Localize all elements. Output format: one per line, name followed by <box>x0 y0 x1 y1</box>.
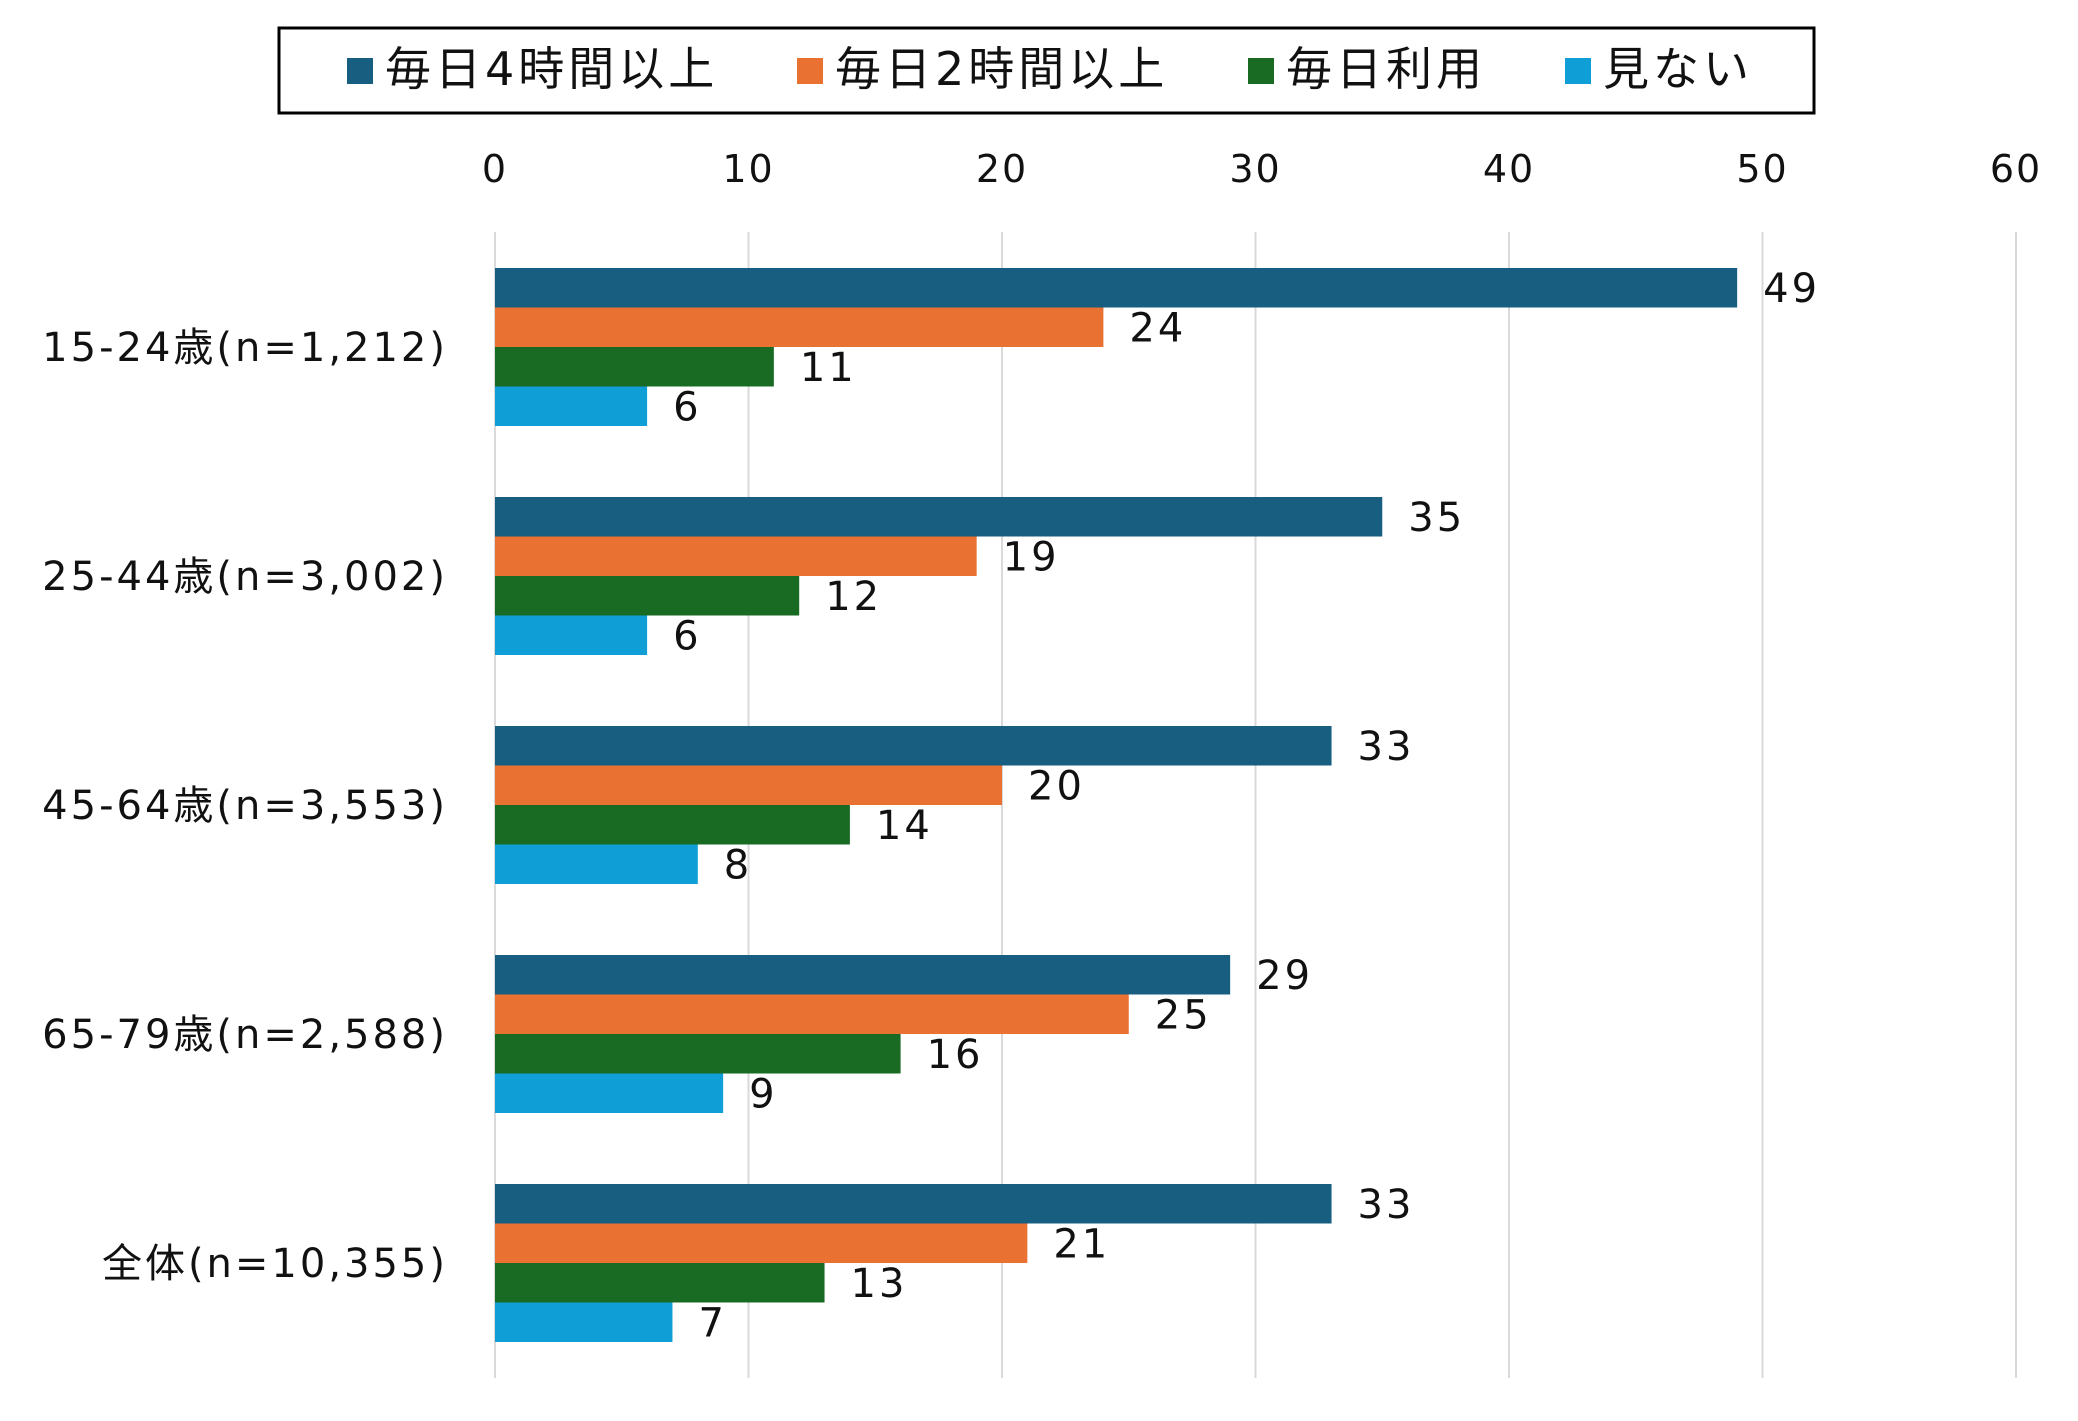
legend-swatch-series-4 <box>1565 58 1591 84</box>
x-axis-ticks: 0 10 20 30 40 50 60 <box>482 147 2042 191</box>
bar-1-series-3 <box>495 347 774 387</box>
bar-4-series-1 <box>495 955 1231 995</box>
tick-label-40: 40 <box>1483 147 1535 191</box>
bar-2-series-1 <box>495 497 1383 537</box>
bar-3-series-4 <box>495 844 698 884</box>
tick-label-50: 50 <box>1736 147 1788 191</box>
category-labels: 15-24歳(n=1,212) 25-44歳(n=3,002) 45-64歳(n=3… <box>42 325 448 1287</box>
bar-5-series-1 <box>495 1184 1332 1224</box>
legend-swatch-series-2 <box>797 58 823 84</box>
legend-swatch-series-3 <box>1248 58 1274 84</box>
value-label-2-series-1: 35 <box>1408 495 1465 541</box>
legend-label-series-2: 毎日2時間以上 <box>835 42 1168 96</box>
tick-label-10: 10 <box>722 147 774 191</box>
category-label-4: 65-79歳(n=2,588) <box>42 1012 448 1058</box>
bar-2-series-2 <box>495 536 977 576</box>
bar-5-series-2 <box>495 1223 1028 1263</box>
bar-1-series-4 <box>495 386 648 426</box>
value-label-3-series-1: 33 <box>1358 724 1415 770</box>
category-label-5: 全体(n=10,355) <box>102 1241 448 1287</box>
category-label-2: 25-44歳(n=3,002) <box>42 554 448 600</box>
tick-label-0: 0 <box>482 147 508 191</box>
legend-label-series-4: 見ない <box>1603 42 1753 96</box>
value-label-2-series-4: 6 <box>673 613 701 659</box>
tick-label-60: 60 <box>1990 147 2042 191</box>
bar-4-series-4 <box>495 1073 724 1113</box>
legend-label-series-1: 毎日4時間以上 <box>385 42 718 96</box>
value-label-4-series-3: 16 <box>927 1032 984 1078</box>
value-label-5-series-3: 13 <box>851 1261 908 1307</box>
value-label-1-series-2: 24 <box>1129 305 1186 351</box>
category-label-3: 45-64歳(n=3,553) <box>42 783 448 829</box>
value-label-4-series-4: 9 <box>749 1071 777 1117</box>
bar-4-series-2 <box>495 994 1129 1034</box>
bar-3-series-2 <box>495 765 1002 805</box>
value-label-3-series-2: 20 <box>1028 763 1085 809</box>
data-labels: 49 24 11 6 35 19 12 6 33 20 14 8 29 25 16 9 33 21 13 7 <box>673 266 1820 1347</box>
bar-3-series-3 <box>495 805 850 845</box>
bar-4-series-3 <box>495 1034 901 1074</box>
value-label-3-series-4: 8 <box>724 842 752 888</box>
value-label-5-series-4: 7 <box>698 1300 726 1346</box>
tick-label-30: 30 <box>1229 147 1281 191</box>
legend-swatch-series-1 <box>347 58 373 84</box>
value-label-1-series-4: 6 <box>673 384 701 430</box>
value-label-2-series-2: 19 <box>1003 534 1060 580</box>
bar-3-series-1 <box>495 726 1332 766</box>
bar-2-series-4 <box>495 615 648 655</box>
category-label-1: 15-24歳(n=1,212) <box>42 325 448 371</box>
value-label-1-series-3: 11 <box>800 345 857 391</box>
value-label-4-series-2: 25 <box>1155 992 1212 1038</box>
bar-5-series-3 <box>495 1263 825 1303</box>
value-label-5-series-1: 33 <box>1358 1182 1415 1228</box>
value-label-5-series-2: 21 <box>1053 1221 1110 1267</box>
legend-label-series-3: 毎日利用 <box>1286 42 1486 96</box>
bar-2-series-3 <box>495 576 800 616</box>
value-label-3-series-3: 14 <box>876 803 933 849</box>
legend: 毎日4時間以上 毎日2時間以上 毎日利用 見ない <box>277 26 1816 115</box>
value-label-1-series-1: 49 <box>1763 266 1820 312</box>
bar-1-series-1 <box>495 268 1738 308</box>
bar-5-series-4 <box>495 1302 673 1342</box>
bars <box>495 268 1738 1342</box>
value-label-2-series-3: 12 <box>825 574 882 620</box>
bar-1-series-2 <box>495 307 1104 347</box>
tick-label-20: 20 <box>976 147 1028 191</box>
legend-box <box>277 26 1816 115</box>
value-label-4-series-1: 29 <box>1256 953 1313 999</box>
